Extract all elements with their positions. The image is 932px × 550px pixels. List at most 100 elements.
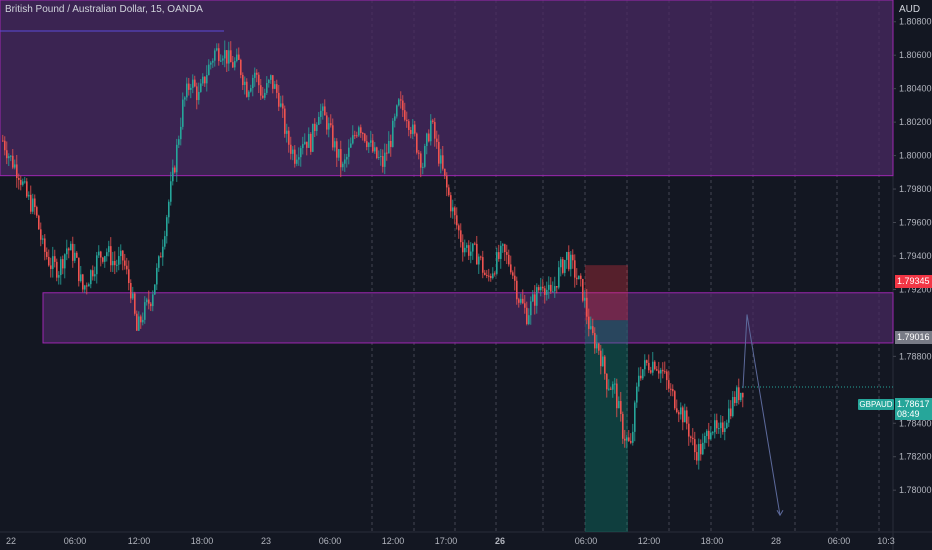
candle-body	[124, 260, 126, 266]
candle-body	[112, 261, 114, 266]
candle-body	[88, 284, 90, 287]
candle-body	[162, 246, 164, 258]
candle-body	[688, 423, 690, 437]
candle-body	[660, 369, 662, 374]
candle-body	[618, 401, 620, 409]
bar-countdown: 08:49	[895, 409, 932, 420]
candle-body	[318, 116, 320, 125]
candle-body	[686, 410, 688, 424]
candle-body	[292, 149, 294, 154]
candle-body	[122, 250, 124, 261]
candle-body	[92, 270, 94, 277]
candle-body	[212, 60, 214, 63]
candle-body	[552, 291, 554, 293]
candle-body	[364, 133, 366, 142]
candle-body	[596, 343, 598, 349]
candle-body	[94, 274, 96, 277]
candle-body	[220, 60, 222, 62]
candle-body	[550, 284, 552, 292]
candle-body	[638, 375, 640, 387]
candle-body	[562, 259, 564, 273]
candle-body	[34, 198, 36, 208]
candle-body	[10, 155, 12, 157]
candle-body	[36, 207, 38, 216]
candle-body	[466, 245, 468, 248]
candle-body	[348, 147, 350, 157]
candle-body	[692, 437, 694, 440]
candle-body	[186, 83, 188, 98]
candle-body	[224, 50, 226, 59]
candle-body	[642, 369, 644, 379]
candle-body	[70, 243, 72, 251]
candle-body	[146, 299, 148, 303]
candle-body	[544, 288, 546, 295]
candle-body	[532, 294, 534, 302]
candle-body	[338, 149, 340, 158]
candle-body	[414, 124, 416, 134]
candle-body	[376, 147, 378, 159]
candle-body	[700, 444, 702, 455]
candle-body	[234, 60, 236, 68]
candle-body	[594, 333, 596, 349]
candle-body	[736, 387, 738, 403]
candle-body	[588, 316, 590, 329]
candle-body	[280, 103, 282, 107]
candle-body	[308, 133, 310, 148]
take-profit-zone	[585, 320, 628, 532]
candle-body	[426, 133, 428, 146]
candle-body	[732, 396, 734, 417]
price-tick-label: 1.79800	[899, 184, 932, 194]
candle-body	[66, 248, 68, 255]
candle-body	[50, 265, 52, 269]
candle-body	[106, 252, 108, 257]
candle-body	[46, 251, 48, 257]
candle-body	[430, 120, 432, 142]
candle-body	[98, 251, 100, 256]
candle-body	[574, 260, 576, 278]
candle-body	[276, 84, 278, 93]
demand-zone	[42, 292, 894, 344]
candle-body	[332, 125, 334, 148]
candle-body	[394, 116, 396, 121]
candle-body	[576, 277, 578, 280]
candle-body	[428, 133, 430, 142]
candle-body	[232, 62, 234, 68]
candle-body	[402, 100, 404, 111]
candle-body	[628, 437, 630, 441]
candle-body	[4, 140, 6, 151]
candle-body	[152, 294, 154, 307]
candle-body	[222, 58, 224, 61]
candle-body	[174, 167, 176, 173]
candle-body	[44, 238, 46, 252]
candle-body	[12, 155, 14, 168]
candle-body	[24, 181, 26, 183]
candle-body	[526, 307, 528, 324]
candle-body	[170, 181, 172, 202]
candle-body	[268, 79, 270, 84]
candle-body	[436, 138, 438, 142]
candle-body	[26, 181, 28, 197]
candle-body	[400, 99, 402, 101]
candle-body	[110, 246, 112, 266]
candle-body	[370, 140, 372, 143]
candle-body	[260, 85, 262, 96]
candle-body	[432, 120, 434, 123]
candle-body	[724, 428, 726, 433]
candle-body	[684, 410, 686, 423]
candle-body	[694, 439, 696, 453]
candle-body	[216, 48, 218, 51]
time-tick-label: 12:00	[638, 536, 661, 546]
candle-body	[516, 280, 518, 300]
supply-zone	[0, 0, 894, 177]
candle-body	[734, 396, 736, 403]
candle-body	[126, 265, 128, 270]
candle-body	[740, 392, 742, 401]
time-tick-label: 06:00	[64, 536, 87, 546]
candle-body	[304, 141, 306, 145]
candle-body	[158, 256, 160, 268]
candle-body	[200, 83, 202, 92]
candle-body	[570, 254, 572, 270]
candle-body	[310, 133, 312, 152]
